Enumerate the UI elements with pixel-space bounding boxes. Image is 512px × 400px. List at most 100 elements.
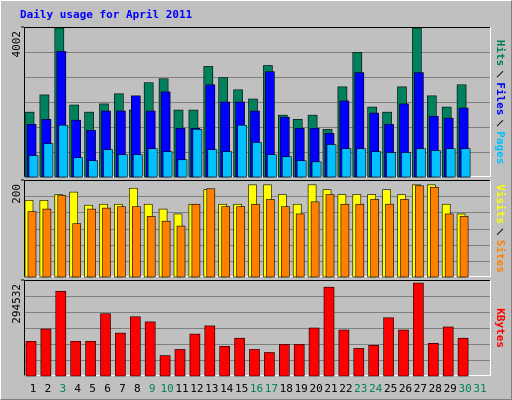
bar bbox=[281, 156, 292, 178]
x-tick-label: 14 bbox=[220, 382, 234, 395]
x-tick-label: 19 bbox=[295, 382, 308, 395]
legend-label: Sites bbox=[494, 240, 507, 273]
bar bbox=[146, 216, 156, 278]
bar bbox=[237, 124, 247, 178]
bar bbox=[296, 160, 307, 178]
x-tick-label: 22 bbox=[339, 382, 352, 395]
bar bbox=[427, 343, 439, 377]
x-tick-label: 17 bbox=[265, 382, 278, 395]
bar bbox=[415, 185, 424, 278]
bar bbox=[326, 144, 337, 178]
x-tick-label: 24 bbox=[369, 382, 383, 395]
bar bbox=[176, 225, 186, 278]
bar bbox=[27, 211, 37, 278]
bar bbox=[55, 290, 67, 377]
bar bbox=[295, 213, 305, 278]
bar bbox=[133, 154, 143, 178]
bar bbox=[383, 317, 394, 377]
bar bbox=[73, 157, 83, 178]
bar bbox=[192, 129, 203, 178]
x-tick-label: 28 bbox=[429, 382, 442, 395]
bar bbox=[57, 195, 67, 278]
bar bbox=[356, 148, 367, 178]
bar bbox=[25, 340, 37, 377]
bar bbox=[40, 328, 52, 377]
x-tick-label: 21 bbox=[324, 382, 337, 395]
x-tick-label: 6 bbox=[104, 382, 111, 395]
y-tick-label: 294532 bbox=[10, 284, 23, 324]
bar bbox=[445, 148, 456, 178]
x-tick-label: 9 bbox=[149, 382, 156, 395]
bar bbox=[159, 355, 171, 377]
x-tick-label: 20 bbox=[309, 382, 322, 395]
bar bbox=[323, 286, 335, 377]
legend-label: Files bbox=[494, 82, 507, 115]
bar bbox=[28, 155, 39, 178]
bar bbox=[189, 333, 201, 377]
x-tick-label: 31 bbox=[473, 382, 486, 395]
bar bbox=[87, 208, 96, 278]
bar bbox=[401, 152, 411, 178]
x-tick-label: 8 bbox=[134, 382, 141, 395]
bar bbox=[442, 326, 454, 377]
bar bbox=[162, 151, 173, 178]
bar bbox=[251, 203, 260, 278]
bar bbox=[385, 203, 394, 278]
y-tick-label: 4002 bbox=[10, 31, 23, 58]
bar bbox=[115, 332, 126, 377]
bar bbox=[413, 282, 424, 377]
x-tick-label: 18 bbox=[280, 382, 293, 395]
bar bbox=[400, 199, 409, 278]
bar bbox=[117, 206, 126, 278]
bar bbox=[103, 149, 113, 178]
bar bbox=[355, 203, 365, 278]
plot-bevel-dark bbox=[24, 27, 491, 177]
bar bbox=[311, 161, 322, 178]
x-tick-label: 25 bbox=[384, 382, 397, 395]
bar bbox=[457, 337, 469, 377]
bar bbox=[70, 340, 81, 377]
legend-label: Visits bbox=[494, 184, 507, 224]
x-tick-label: 5 bbox=[89, 382, 96, 395]
bar bbox=[58, 124, 69, 178]
bar bbox=[264, 352, 275, 377]
bar bbox=[267, 154, 277, 178]
x-tick-label: 1 bbox=[30, 382, 37, 395]
bar bbox=[310, 201, 320, 278]
plot-bevel-dark bbox=[24, 180, 491, 277]
legend-label: KBytes bbox=[494, 308, 507, 348]
legend-label: Hits bbox=[494, 40, 507, 67]
bar bbox=[118, 154, 128, 178]
bar bbox=[177, 159, 188, 178]
x-tick-label: 15 bbox=[235, 382, 248, 395]
bar bbox=[444, 213, 454, 278]
x-tick-label: 16 bbox=[250, 382, 263, 395]
bar bbox=[43, 143, 54, 178]
bar bbox=[206, 188, 216, 278]
x-tick-label: 12 bbox=[190, 382, 203, 395]
x-tick-label: 27 bbox=[414, 382, 427, 395]
bar bbox=[204, 325, 216, 377]
bar bbox=[353, 348, 365, 377]
chart-title: Daily usage for April 2011 bbox=[20, 8, 193, 21]
bar bbox=[368, 345, 380, 377]
bar bbox=[429, 186, 439, 278]
bar bbox=[222, 151, 232, 178]
x-tick-label: 29 bbox=[444, 382, 457, 395]
legend-separator bbox=[496, 119, 504, 127]
bar bbox=[85, 340, 96, 377]
bar bbox=[308, 327, 320, 377]
x-tick-label: 11 bbox=[175, 382, 188, 395]
x-tick-label: 30 bbox=[458, 382, 471, 395]
bar bbox=[386, 152, 396, 178]
bar bbox=[174, 349, 186, 377]
x-tick-label: 4 bbox=[74, 382, 81, 395]
bar bbox=[266, 199, 275, 278]
bar bbox=[100, 313, 111, 377]
bar bbox=[144, 321, 156, 377]
bar bbox=[459, 216, 469, 278]
y-tick-label: 200 bbox=[10, 184, 23, 204]
bar bbox=[430, 150, 441, 178]
bar bbox=[236, 206, 245, 278]
bar bbox=[88, 160, 98, 178]
